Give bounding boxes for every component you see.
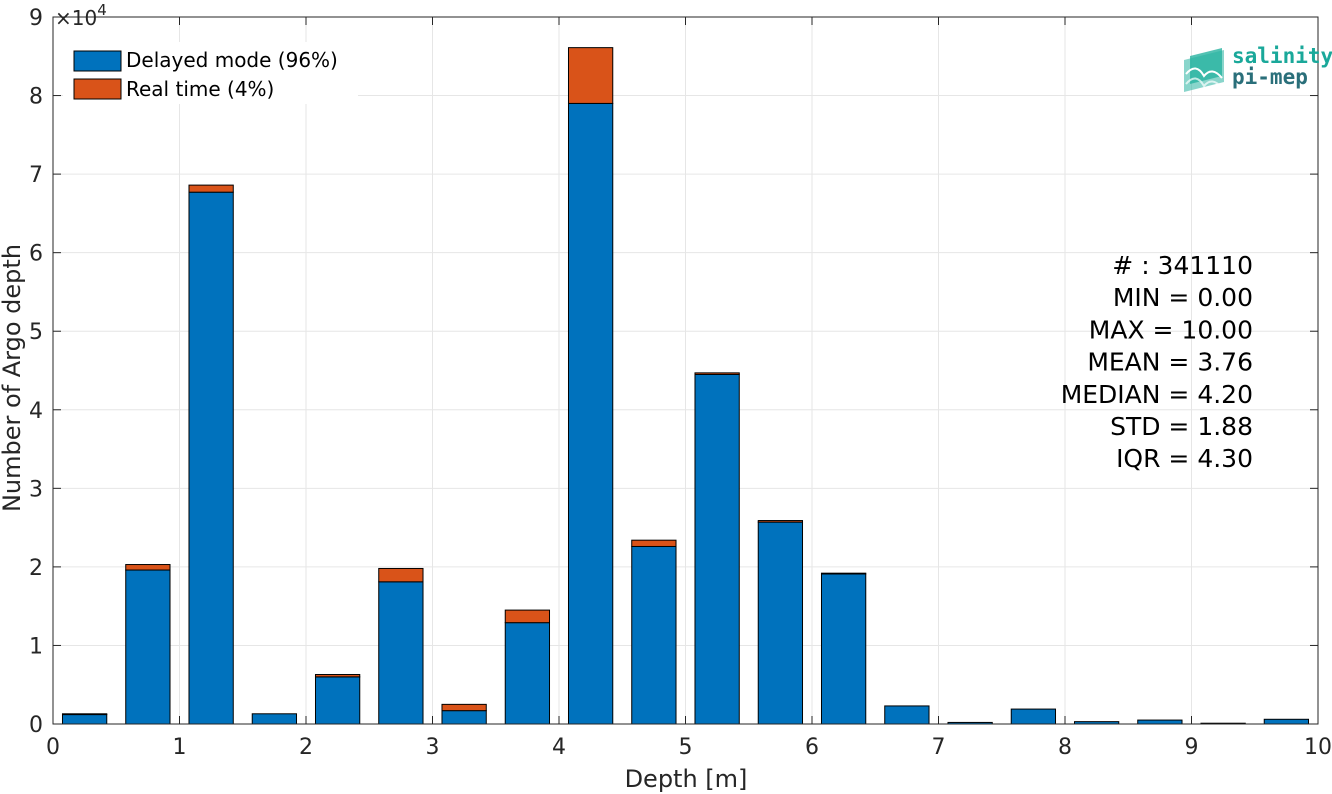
- bar-real-time: [441, 703, 487, 712]
- bar-real-time: [378, 567, 424, 583]
- bar-delayed-mode: [314, 676, 361, 725]
- bar-delayed-mode: [694, 373, 740, 725]
- bar-delayed-mode: [125, 569, 171, 725]
- bar-delayed-mode: [1010, 708, 1057, 725]
- stats-line: IQR = 4.30: [1116, 444, 1253, 473]
- y-tick-labels: 0 1 2 3 4 5 6 7 8 9: [29, 6, 43, 738]
- bar-delayed-mode: [757, 521, 804, 725]
- x-tick-label: 3: [426, 735, 440, 760]
- bars: [61, 47, 1310, 725]
- bar-delayed-mode: [1263, 718, 1310, 725]
- x-tick-labels: 0 1 2 3 4 5 6 7 8 9 10: [46, 735, 1332, 760]
- bar-real-time: [631, 539, 677, 547]
- x-tick-label: 9: [1185, 735, 1199, 760]
- y-tick-label: 3: [29, 477, 43, 502]
- logo-text-salinity: salinity: [1232, 44, 1332, 68]
- bar-delayed-mode: [504, 622, 551, 725]
- legend-swatch-real-time: [73, 78, 122, 100]
- stats-annotation: # : 341110 MIN = 0.00 MAX = 10.00 MEAN = 3.…: [1061, 251, 1253, 473]
- y-tick-label: 8: [29, 85, 43, 110]
- x-tick-label: 10: [1304, 735, 1332, 760]
- bar-real-time: [820, 572, 867, 575]
- x-tick-label: 8: [1058, 735, 1072, 760]
- bar-delayed-mode: [567, 102, 614, 725]
- bar-real-time: [757, 520, 804, 523]
- bar-delayed-mode: [631, 545, 677, 725]
- x-tick-label: 5: [679, 735, 693, 760]
- legend: Delayed mode (96%) Real time (4%): [63, 42, 358, 104]
- y-tick-label: 6: [29, 242, 43, 267]
- stats-line: MEAN = 3.76: [1087, 348, 1253, 377]
- bar-delayed-mode: [378, 581, 424, 725]
- bar-real-time: [567, 47, 614, 104]
- x-tick-label: 2: [299, 735, 313, 760]
- logo-wave-mark-icon: [1184, 48, 1224, 92]
- stats-line: STD = 1.88: [1110, 412, 1253, 441]
- y-exponent-power: 4: [97, 1, 107, 19]
- x-tick-label: 1: [173, 735, 187, 760]
- x-axis-label: Depth [m]: [625, 765, 748, 793]
- legend-label-real-time: Real time (4%): [126, 77, 274, 101]
- legend-label-delayed-mode: Delayed mode (96%): [126, 48, 338, 72]
- bar-real-time: [314, 674, 361, 678]
- ticks: [52, 16, 1319, 725]
- stats-line: MIN = 0.00: [1113, 283, 1253, 312]
- y-exponent: ×104: [55, 1, 107, 30]
- bar-delayed-mode: [441, 710, 487, 725]
- bar-delayed-mode: [61, 714, 108, 725]
- stats-line: # : 341110: [1112, 251, 1253, 280]
- bar-real-time: [61, 713, 108, 716]
- y-tick-label: 9: [29, 6, 43, 31]
- grid: [53, 17, 1318, 724]
- bar-real-time: [188, 184, 234, 193]
- stats-line: MAX = 10.00: [1089, 315, 1253, 344]
- y-axis-label: Number of Argo depth: [0, 244, 26, 512]
- legend-swatch-delayed-mode: [73, 50, 122, 72]
- bar-delayed-mode: [188, 191, 234, 725]
- y-tick-label: 4: [29, 399, 43, 424]
- x-tick-label: 4: [552, 735, 566, 760]
- x-tick-label: 6: [805, 735, 819, 760]
- bar-real-time: [125, 564, 171, 571]
- y-tick-label: 0: [29, 713, 43, 738]
- y-tick-label: 7: [29, 163, 43, 188]
- stats-line: MEDIAN = 4.20: [1061, 380, 1253, 409]
- y-tick-label: 2: [29, 556, 43, 581]
- y-tick-label: 1: [29, 634, 43, 659]
- bar-delayed-mode: [820, 573, 867, 725]
- bar-real-time: [504, 609, 551, 624]
- x-tick-label: 7: [932, 735, 946, 760]
- bar-delayed-mode: [251, 713, 298, 725]
- bar-delayed-mode: [1137, 719, 1183, 725]
- logo-text-pi-mep: pi-mep: [1232, 65, 1308, 89]
- x-tick-label: 0: [46, 735, 60, 760]
- salinity-pi-mep-logo: salinity pi-mep: [1184, 44, 1332, 92]
- bar-real-time: [694, 372, 740, 375]
- y-tick-label: 5: [29, 320, 43, 345]
- bar-delayed-mode: [884, 705, 930, 725]
